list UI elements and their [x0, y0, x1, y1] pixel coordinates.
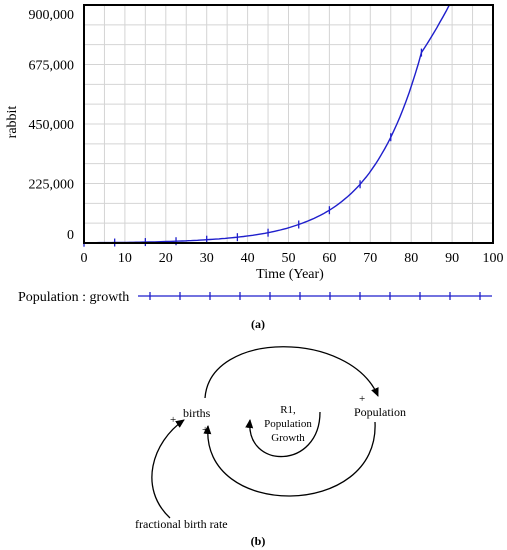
x-tick-label: 40 — [241, 251, 255, 266]
legend-label: Population : growth — [18, 290, 129, 305]
node-population: Population — [354, 405, 406, 419]
causal-loop-diagram: births Population fractional birth rate … — [135, 346, 406, 548]
polarity-births-in: + — [170, 414, 176, 426]
x-tick-label: 80 — [404, 251, 418, 266]
caption-a: (a) — [251, 317, 265, 331]
arrow-rate-to-births — [151, 419, 185, 519]
chart-grid — [84, 5, 493, 243]
x-axis-label: Time (Year) — [256, 267, 324, 282]
polarity-population: + — [359, 393, 365, 405]
y-tick-label: 900,000 — [29, 8, 75, 23]
x-tick-label: 100 — [483, 251, 504, 266]
y-tick-label: 0 — [67, 228, 74, 243]
polarity-births-loop: + — [202, 424, 208, 436]
y-axis-label: rabbit — [5, 106, 20, 139]
population-chart: 0 225,000 450,000 675,000 900,000 0 10 20 30 40 5… — [5, 4, 504, 331]
y-tick-labels: 0 225,000 450,000 675,000 900,000 — [29, 8, 75, 243]
x-tick-label: 90 — [445, 251, 459, 266]
x-tick-label: 20 — [159, 251, 173, 266]
loop-symbol-arrow — [245, 411, 321, 458]
node-births: births — [183, 406, 211, 420]
plot-frame — [83, 4, 494, 244]
x-tick-label: 60 — [322, 251, 336, 266]
loop-label-line-3: Growth — [271, 432, 305, 444]
y-tick-label: 225,000 — [29, 178, 75, 193]
x-tick-label: 30 — [200, 251, 214, 266]
series-line — [84, 4, 457, 244]
loop-label-line-2: Population — [264, 418, 312, 430]
arrow-births-to-population — [204, 346, 379, 399]
series-markers — [83, 48, 423, 247]
x-tick-label: 10 — [118, 251, 132, 266]
arrow-population-to-births — [203, 421, 376, 497]
legend-markers — [149, 292, 481, 300]
x-tick-label: 0 — [81, 251, 88, 266]
y-tick-label: 675,000 — [29, 59, 75, 74]
x-tick-labels: 0 10 20 30 40 50 60 70 80 90 100 — [81, 251, 504, 266]
y-tick-label: 450,000 — [29, 118, 75, 133]
legend: Population : growth — [18, 290, 492, 305]
node-fractional-birth-rate: fractional birth rate — [135, 517, 228, 531]
series-lines — [84, 4, 457, 244]
x-tick-label: 70 — [363, 251, 377, 266]
x-tick-label: 50 — [282, 251, 296, 266]
loop-label-line-1: R1, — [280, 404, 296, 416]
caption-b: (b) — [251, 534, 266, 548]
